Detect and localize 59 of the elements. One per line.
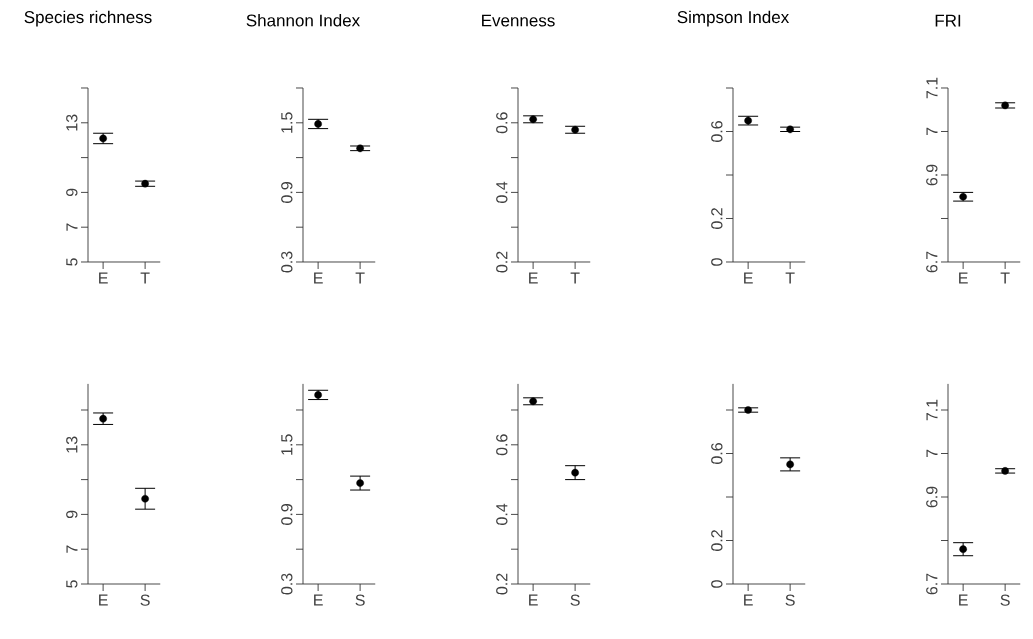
y-tick-label: 0.3 bbox=[281, 573, 293, 595]
y-tick-label: 0.2 bbox=[496, 573, 508, 595]
y-tick-label: 0.3 bbox=[281, 251, 293, 273]
y-tick-label: 7 bbox=[926, 449, 938, 458]
chart-title: Species richness bbox=[24, 10, 152, 27]
y-tick-label: 0.2 bbox=[496, 251, 508, 273]
x-tick-label: T bbox=[355, 272, 365, 284]
chart-title: Shannon Index bbox=[246, 14, 360, 27]
x-tick-label: S bbox=[140, 594, 150, 606]
y-tick-label: 7.1 bbox=[926, 77, 938, 99]
y-tick-label: 6.7 bbox=[926, 573, 938, 595]
y-tick-label: 9 bbox=[66, 510, 78, 519]
x-tick-label: E bbox=[314, 272, 323, 284]
y-tick-label: 0 bbox=[711, 258, 723, 266]
y-tick-label: 0.9 bbox=[281, 182, 293, 203]
y-tick-label: 0.2 bbox=[711, 530, 723, 551]
x-tick-label: E bbox=[529, 594, 538, 606]
y-tick-label: 0 bbox=[711, 580, 723, 588]
y-tick-label: 5 bbox=[66, 580, 78, 588]
x-tick-label: T bbox=[785, 272, 795, 284]
y-tick-label: 7.1 bbox=[926, 399, 938, 421]
y-tick-label: 0.6 bbox=[496, 434, 508, 456]
y-tick-label: 6.7 bbox=[926, 251, 938, 273]
y-tick-label: 7 bbox=[926, 127, 938, 136]
x-tick-label: E bbox=[744, 594, 753, 606]
x-tick-label: E bbox=[959, 594, 968, 606]
x-tick-label: E bbox=[744, 272, 753, 284]
x-tick-label: E bbox=[99, 594, 108, 606]
y-tick-label: 0.4 bbox=[496, 503, 508, 525]
chart-title: FRI bbox=[935, 14, 961, 27]
y-tick-label: 6.9 bbox=[926, 486, 938, 508]
x-tick-label: T bbox=[570, 272, 580, 284]
y-tick-label: 0.9 bbox=[281, 504, 293, 525]
y-tick-label: 7 bbox=[66, 545, 78, 553]
x-tick-label: E bbox=[529, 272, 538, 284]
x-tick-label: S bbox=[1000, 594, 1010, 606]
y-tick-label: 5 bbox=[66, 258, 78, 266]
x-tick-label: E bbox=[99, 272, 108, 284]
x-tick-label: S bbox=[570, 594, 580, 606]
y-tick-label: 0.6 bbox=[711, 121, 723, 142]
chart-title: Evenness bbox=[482, 14, 555, 27]
y-tick-label: 7 bbox=[66, 223, 78, 231]
x-tick-label: T bbox=[1000, 272, 1010, 284]
chart-title: Simpson Index bbox=[677, 10, 790, 27]
y-tick-label: 6.9 bbox=[926, 164, 938, 186]
y-tick-label: 0.6 bbox=[496, 112, 508, 134]
y-tick-label: 1.5 bbox=[281, 112, 293, 133]
x-tick-label: S bbox=[355, 594, 365, 606]
y-tick-label: 13 bbox=[66, 114, 78, 131]
y-tick-label: 0.2 bbox=[711, 208, 723, 229]
y-tick-label: 1.5 bbox=[281, 434, 293, 455]
x-tick-label: E bbox=[314, 594, 323, 606]
y-tick-label: 13 bbox=[66, 436, 78, 453]
y-tick-label: 0.4 bbox=[496, 181, 508, 203]
y-tick-label: 0.6 bbox=[711, 443, 723, 464]
x-tick-label: S bbox=[785, 594, 795, 606]
x-tick-label: T bbox=[140, 272, 150, 284]
y-tick-label: 9 bbox=[66, 188, 78, 197]
x-tick-label: E bbox=[959, 272, 968, 284]
